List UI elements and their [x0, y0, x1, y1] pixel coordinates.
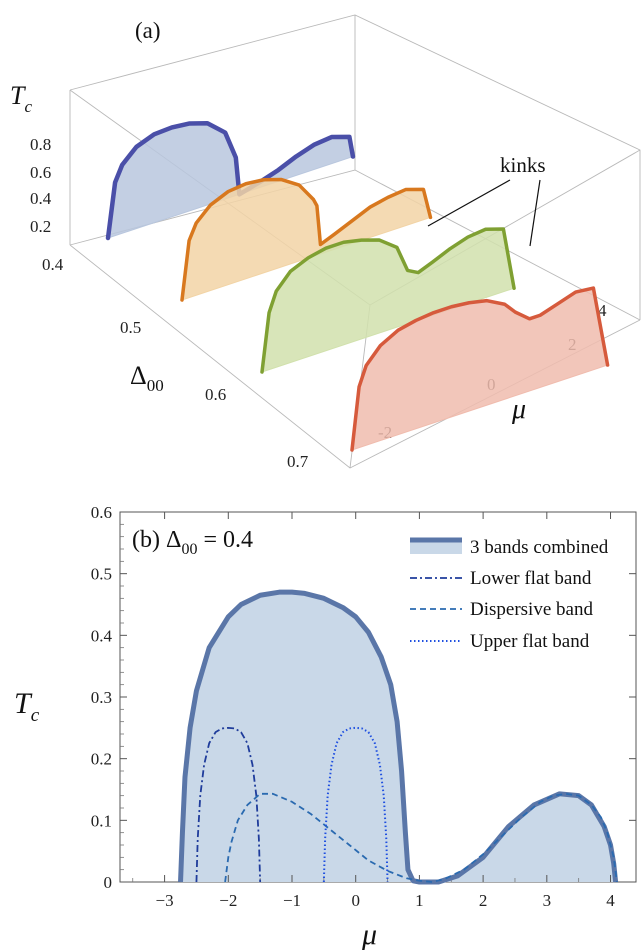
- y-axis-label: Tc: [14, 687, 40, 726]
- legend-label: Dispersive band: [470, 599, 593, 620]
- box-back-edges: [69, 14, 641, 321]
- series-line-3: [322, 726, 389, 883]
- surface-fill: [352, 288, 608, 450]
- panel-a-label: (a): [135, 18, 161, 43]
- legend-label: Lower flat band: [470, 568, 592, 589]
- z-axis-label: Tc: [10, 81, 32, 116]
- x-tick-label: 1: [415, 891, 424, 910]
- legend-label: 3 bands combined: [470, 537, 609, 558]
- surface-curve: [105, 121, 356, 241]
- kink-pointer-1: [427, 179, 511, 227]
- z-tick-label: 0.2: [30, 217, 51, 236]
- series-line-2: [224, 792, 618, 883]
- surface-fill: [108, 123, 353, 238]
- y-tick-label: 0.5: [91, 565, 112, 584]
- surface-fill: [262, 229, 515, 372]
- x-tick-label: 4: [606, 891, 615, 910]
- kink-pointer-2: [529, 179, 541, 247]
- surface-group: [105, 121, 610, 452]
- legend: 3 bands combined Lower flat band Dispers…: [410, 537, 609, 652]
- plot-b: 0 0.1 0.2 0.3 0.4 0.5 0.6 −3 −2 −1 0 1 2 3 4: [91, 503, 637, 910]
- x-tick-label: −3: [156, 891, 174, 910]
- y-tick-label: 0: [104, 873, 113, 892]
- surface-curve: [350, 286, 610, 452]
- depth-axis-label: Δ00: [130, 361, 164, 395]
- y-tick-label: 0.2: [91, 750, 112, 769]
- y-tick-label: 0.1: [91, 811, 112, 830]
- series-line-1: [195, 726, 262, 883]
- legend-label: Upper flat band: [470, 631, 590, 652]
- depth-tick-label: 0.6: [205, 385, 226, 404]
- panel-b: 0 0.1 0.2 0.3 0.4 0.5 0.6 −3 −2 −1 0 1 2 3 4 (b) Δ00 =…: [14, 503, 637, 950]
- panel-b-label: (b): [132, 527, 160, 553]
- y-tick-label: 0.4: [91, 626, 113, 645]
- x-tick-label: −1: [283, 891, 301, 910]
- z-tick-label: 0.4: [30, 189, 52, 208]
- z-ticks: 0.8 0.6 0.4 0.2: [30, 135, 52, 236]
- depth-tick-label: 0.7: [287, 452, 309, 471]
- x-tick-label: 0: [351, 891, 360, 910]
- x-axis-label: μ: [361, 918, 377, 950]
- x-tick-label: 2: [479, 891, 488, 910]
- x-tick-label: 3: [543, 891, 552, 910]
- panel-a: (a) Tc 0.8 0.6 0.4 0.2 0.4 0.5 0.6 0.7 Δ…: [10, 14, 641, 471]
- depth-tick-label: 0.4: [42, 255, 64, 274]
- z-tick-label: 0.8: [30, 135, 51, 154]
- y-tick-label: 0.3: [91, 688, 112, 707]
- surface-curve: [180, 177, 433, 302]
- x-tick-label: −2: [219, 891, 237, 910]
- panel-b-title: Δ00 = 0.4: [166, 527, 253, 558]
- kinks-annotation: kinks: [500, 153, 546, 177]
- series-line-0: [178, 589, 619, 885]
- z-tick-label: 0.6: [30, 163, 51, 182]
- x-tick-label: 4: [598, 301, 607, 320]
- x-axis-label-3d: μ: [511, 394, 526, 425]
- surface-base: [351, 364, 608, 451]
- depth-tick-label: 0.5: [120, 318, 141, 337]
- y-tick-label: 0.6: [91, 503, 112, 522]
- depth-ticks: 0.4 0.5 0.6 0.7: [42, 255, 309, 471]
- surface-curve: [260, 227, 516, 374]
